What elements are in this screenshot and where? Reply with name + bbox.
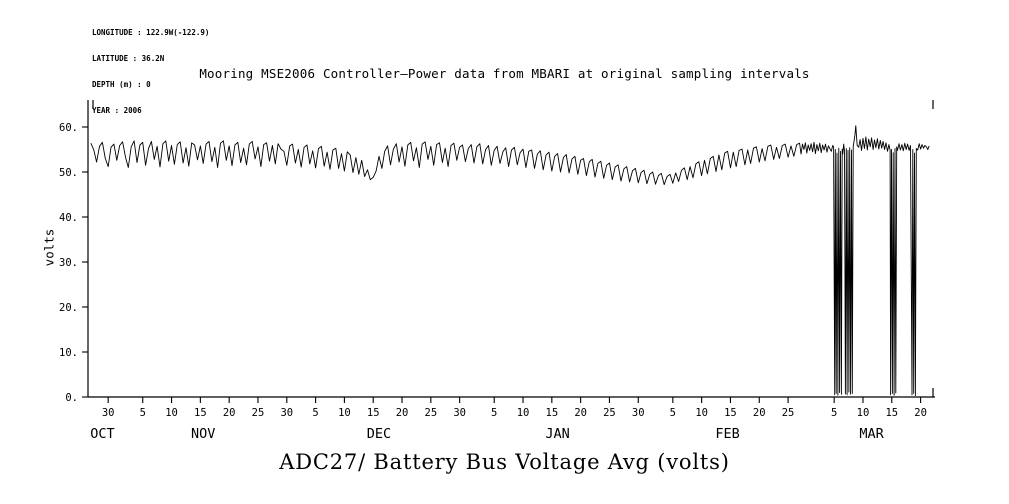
x-tick-label: 25 — [252, 407, 265, 419]
month-label: OCT — [90, 426, 114, 442]
y-tick-label: 50. — [59, 167, 78, 179]
y-tick-label: 0. — [65, 392, 78, 404]
x-tick-label: 10 — [338, 407, 351, 419]
x-tick-label: 5 — [140, 407, 146, 419]
x-tick-label: 15 — [885, 407, 898, 419]
month-label: DEC — [367, 426, 391, 442]
data-line — [90, 125, 930, 397]
x-tick-label: 25 — [425, 407, 438, 419]
x-tick-label: 15 — [367, 407, 380, 419]
x-tick-label: 30 — [632, 407, 645, 419]
x-tick-label: 20 — [223, 407, 236, 419]
y-tick-label: 30. — [59, 257, 78, 269]
x-tick-label: 15 — [194, 407, 207, 419]
x-tick-label: 10 — [517, 407, 530, 419]
x-tick-label: 10 — [695, 407, 708, 419]
x-tick-label: 20 — [914, 407, 927, 419]
x-tick-label: 5 — [670, 407, 676, 419]
x-tick-label: 10 — [165, 407, 178, 419]
x-tick-label: 20 — [753, 407, 766, 419]
x-tick-label: 10 — [857, 407, 870, 419]
metadata-block: LONGITUDE : 122.9W(-122.9) LATITUDE : 36… — [92, 12, 209, 132]
metadata-year: YEAR : 2006 — [92, 105, 142, 115]
metadata-longitude: LONGITUDE : 122.9W(-122.9) — [92, 28, 210, 38]
x-tick-label: 5 — [312, 407, 318, 419]
chart-title: Mooring MSE2006 Controller—Power data fr… — [199, 66, 810, 81]
chart-caption: ADC27/ Battery Bus Voltage Avg (volts) — [279, 450, 730, 474]
y-tick-label: 60. — [59, 122, 78, 134]
x-tick-label: 20 — [396, 407, 409, 419]
y-tick-label: 20. — [59, 302, 78, 314]
x-tick-label: 30 — [102, 407, 115, 419]
x-tick-label: 15 — [546, 407, 559, 419]
x-tick-label: 25 — [782, 407, 795, 419]
x-tick-label: 5 — [831, 407, 837, 419]
x-tick-label: 30 — [280, 407, 293, 419]
metadata-latitude: LATITUDE : 36.2N — [92, 53, 165, 63]
y-tick-label: 10. — [59, 347, 78, 359]
x-tick-label: 5 — [491, 407, 497, 419]
x-tick-label: 30 — [453, 407, 466, 419]
y-tick-label: 40. — [59, 212, 78, 224]
month-label: MAR — [859, 426, 884, 442]
month-label: JAN — [545, 426, 569, 442]
month-label: NOV — [191, 426, 215, 442]
y-axis-label: volts — [41, 228, 57, 267]
x-tick-label: 20 — [574, 407, 587, 419]
x-tick-label: 25 — [603, 407, 616, 419]
x-tick-label: 15 — [724, 407, 737, 419]
metadata-depth: DEPTH (m) : 0 — [92, 79, 151, 89]
month-label: FEB — [715, 426, 739, 442]
